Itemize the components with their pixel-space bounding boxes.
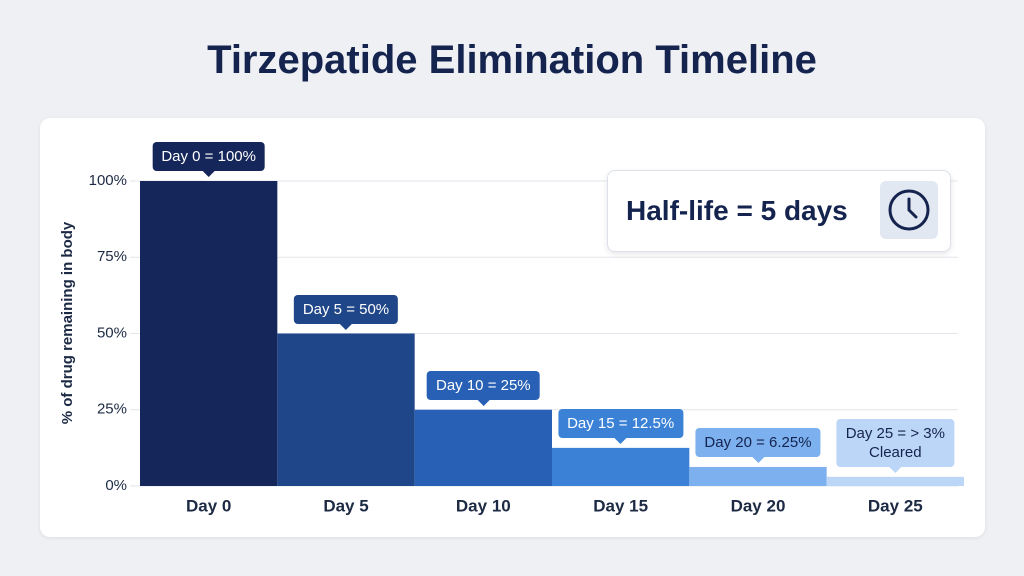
- annotation-box: Half-life = 5 days: [607, 170, 951, 252]
- x-tick-label: Day 10: [456, 496, 511, 515]
- value-label: Day 10 = 25%: [427, 370, 540, 406]
- y-tick-label: 100%: [89, 172, 127, 189]
- annotation: Half-life = 5 days: [626, 195, 848, 226]
- x-tick-label: Day 15: [593, 496, 648, 515]
- bar: [826, 476, 964, 486]
- bar: [414, 409, 552, 486]
- value-label: Day 5 = 50%: [293, 294, 399, 330]
- bar: [140, 181, 278, 486]
- value-label: Day 0 = 100%: [152, 142, 265, 177]
- x-tick-label: Day 0: [186, 496, 231, 515]
- clock-icon: [880, 181, 938, 239]
- y-tick-label: 0%: [105, 477, 127, 494]
- value-label: Day 25 = > 3% Cleared: [836, 418, 954, 473]
- bar: [552, 447, 690, 486]
- bar: [689, 466, 827, 486]
- y-tick-label: 25%: [97, 401, 127, 418]
- bar: [277, 333, 415, 486]
- y-tick-label: 50%: [97, 324, 127, 341]
- value-label: Day 15 = 12.5%: [558, 408, 684, 444]
- y-axis-label: % of drug remaining in body: [59, 221, 76, 424]
- x-tick-label: Day 20: [731, 496, 786, 515]
- x-tick-label: Day 5: [323, 496, 368, 515]
- y-tick-label: 75%: [97, 248, 127, 265]
- clock-svg: [888, 189, 930, 231]
- value-label: Day 20 = 6.25%: [695, 427, 821, 463]
- chart-title: Tirzepatide Elimination Timeline: [207, 38, 817, 82]
- x-tick-label: Day 25: [868, 496, 923, 515]
